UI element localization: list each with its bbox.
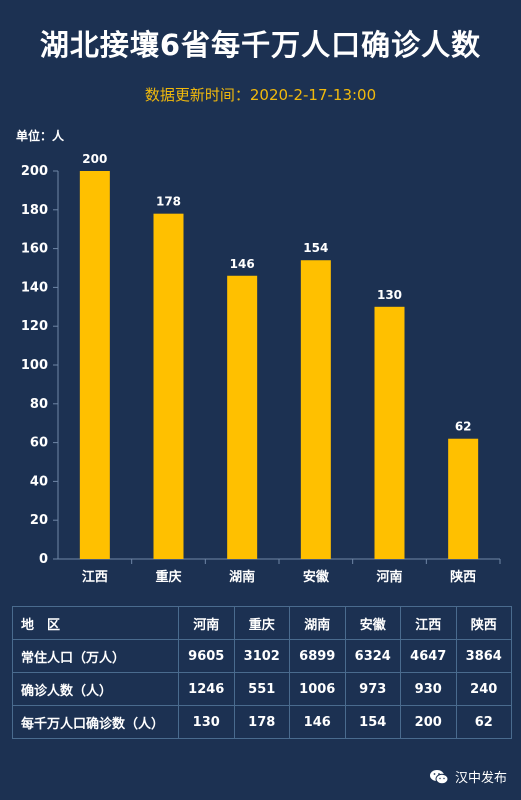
table-cell: 200 bbox=[400, 705, 457, 739]
x-tick-label: 河南 bbox=[376, 569, 402, 585]
unit-label: 单位：人 bbox=[16, 129, 65, 143]
bar bbox=[448, 438, 479, 559]
table-cell: 146 bbox=[289, 705, 346, 739]
table-header-cell: 陕西 bbox=[455, 606, 512, 640]
table-cell: 每千万人口确诊数（人） bbox=[12, 705, 179, 739]
data-table: 地 区 河南 重庆 湖南 安徽 江西 陕西 常住人口（万人） 9605 3102… bbox=[12, 606, 512, 739]
bar bbox=[153, 213, 184, 559]
table-row: 每千万人口确诊数（人） 130 178 146 154 200 62 bbox=[12, 705, 512, 739]
data-label: 200 bbox=[82, 152, 107, 166]
table-header-cell: 地 区 bbox=[12, 606, 179, 640]
bar-chart: 0 20 40 60 80 100 120 140 160 180 200 200 江西 178 重庆 146… bbox=[21, 152, 501, 585]
page-title: 湖北接壤6省每千万人口确诊人数 bbox=[39, 28, 482, 62]
table-header-cell: 湖南 bbox=[289, 606, 346, 640]
table-cell: 154 bbox=[344, 705, 401, 739]
bar bbox=[79, 171, 110, 559]
table-cell: 3102 bbox=[233, 639, 290, 673]
table-cell: 6324 bbox=[344, 639, 401, 673]
table-cell: 确诊人数（人） bbox=[12, 672, 179, 706]
table-cell: 178 bbox=[233, 705, 290, 739]
wechat-icon bbox=[429, 769, 449, 784]
y-tick-label: 80 bbox=[30, 397, 48, 412]
y-tick-label: 180 bbox=[21, 203, 48, 218]
table-header-cell: 安徽 bbox=[344, 606, 401, 640]
y-tick-label: 100 bbox=[21, 358, 48, 373]
y-tick-label: 0 bbox=[39, 552, 48, 567]
y-tick-label: 20 bbox=[30, 513, 48, 528]
bar bbox=[374, 306, 405, 559]
data-label: 154 bbox=[303, 241, 328, 255]
data-label: 146 bbox=[230, 257, 255, 271]
table-cell: 930 bbox=[400, 672, 457, 706]
table-cell: 62 bbox=[455, 705, 512, 739]
update-time: 数据更新时间：2020-2-17-13:00 bbox=[144, 86, 377, 104]
table-header-row: 地 区 河南 重庆 湖南 安徽 江西 陕西 bbox=[12, 606, 512, 640]
table-cell: 4647 bbox=[400, 639, 457, 673]
table-cell: 3864 bbox=[455, 639, 512, 673]
table-cell: 9605 bbox=[178, 639, 235, 673]
table-cell: 1246 bbox=[178, 672, 235, 706]
y-tick-label: 40 bbox=[30, 474, 48, 489]
table-cell: 6899 bbox=[289, 639, 346, 673]
y-tick-label: 120 bbox=[21, 319, 48, 334]
y-tick-label: 200 bbox=[21, 164, 48, 179]
y-tick-label: 160 bbox=[21, 242, 48, 257]
table-cell: 551 bbox=[233, 672, 290, 706]
x-tick-label: 重庆 bbox=[155, 569, 181, 585]
y-tick-label: 140 bbox=[21, 280, 48, 295]
data-label: 62 bbox=[455, 420, 472, 434]
x-tick-label: 湖南 bbox=[229, 569, 255, 585]
bar bbox=[227, 275, 258, 559]
table-header-cell: 河南 bbox=[178, 606, 235, 640]
data-label: 130 bbox=[377, 288, 402, 302]
table-cell: 1006 bbox=[289, 672, 346, 706]
table-row: 确诊人数（人） 1246 551 1006 973 930 240 bbox=[12, 672, 512, 706]
table-row: 常住人口（万人） 9605 3102 6899 6324 4647 3864 bbox=[12, 639, 512, 673]
y-tick-label: 60 bbox=[30, 436, 48, 451]
source-label: 汉中发布 bbox=[454, 771, 507, 786]
data-label: 178 bbox=[156, 195, 181, 209]
table-cell: 973 bbox=[344, 672, 401, 706]
source-footer: 汉中发布 bbox=[429, 767, 507, 786]
table-header-cell: 江西 bbox=[400, 606, 457, 640]
table-cell: 常住人口（万人） bbox=[12, 639, 179, 673]
table-cell: 240 bbox=[455, 672, 512, 706]
x-tick-label: 陕西 bbox=[450, 569, 476, 585]
x-tick-label: 安徽 bbox=[303, 569, 330, 585]
table-cell: 130 bbox=[178, 705, 235, 739]
table-header-cell: 重庆 bbox=[233, 606, 290, 640]
x-tick-label: 江西 bbox=[82, 569, 108, 585]
bar bbox=[300, 260, 331, 559]
